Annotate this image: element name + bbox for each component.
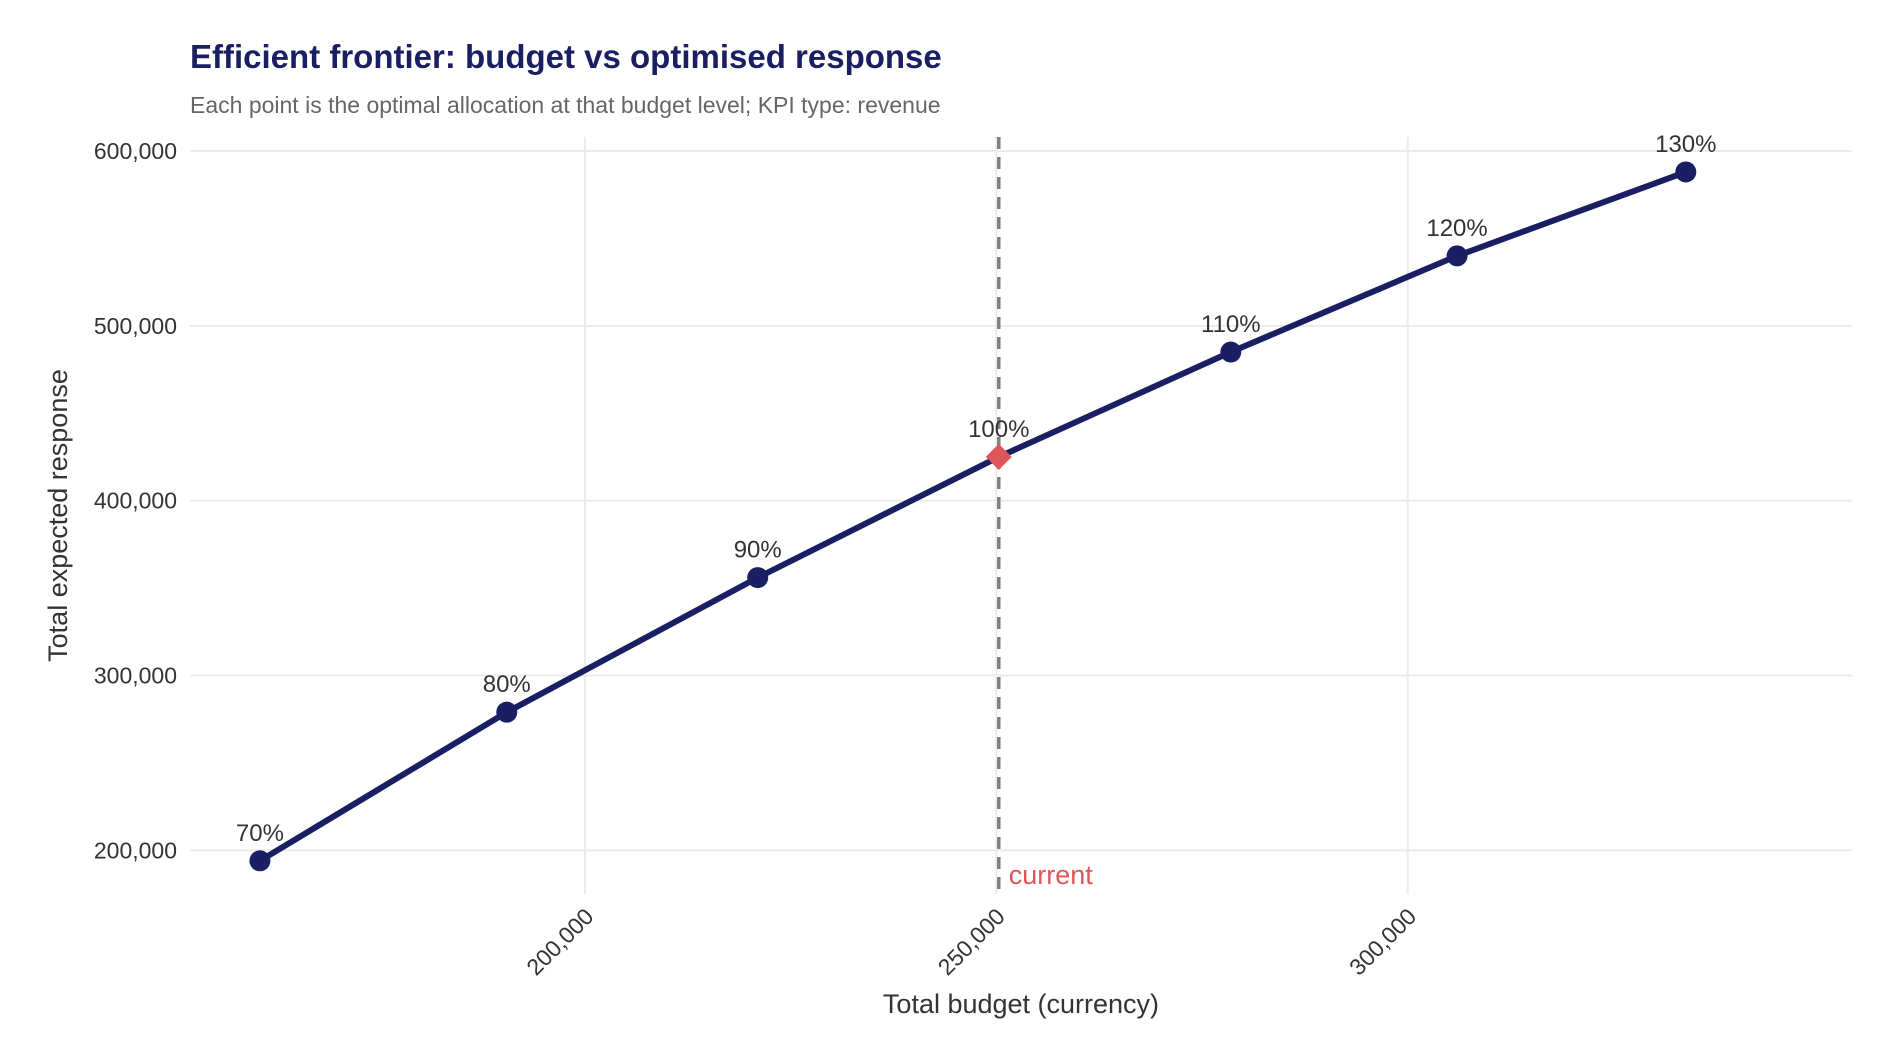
current-budget-point: [985, 443, 1012, 470]
y-tick-label: 300,000: [94, 662, 177, 688]
y-axis-title: Total expected response: [43, 369, 73, 662]
frontier-point: [747, 567, 769, 589]
frontier-point: [1220, 341, 1242, 363]
point-label: 80%: [483, 671, 531, 698]
frontier-point: [496, 701, 518, 723]
point-label: 90%: [734, 537, 782, 564]
x-axis-title: Total budget (currency): [883, 989, 1159, 1019]
y-tick-label: 500,000: [94, 313, 177, 339]
x-tick-label: 300,000: [1344, 903, 1421, 980]
frontier-point: [1446, 245, 1468, 267]
chart-title: Efficient frontier: budget vs optimised …: [190, 38, 942, 75]
y-tick-label: 600,000: [94, 138, 177, 164]
point-label: 130%: [1655, 131, 1716, 158]
point-label: 100%: [968, 416, 1029, 443]
x-tick-label: 200,000: [521, 903, 598, 980]
point-label: 110%: [1201, 311, 1261, 338]
frontier-point: [1675, 161, 1697, 183]
y-tick-label: 400,000: [94, 488, 177, 514]
point-label: 70%: [236, 820, 284, 847]
frontier-point: [249, 850, 271, 872]
point-label: 120%: [1426, 215, 1487, 242]
frontier-line: [256, 169, 1689, 864]
y-tick-label: 200,000: [94, 837, 177, 863]
x-tick-label: 250,000: [933, 903, 1010, 980]
reference-line-label: current: [1009, 860, 1094, 890]
chart-subtitle: Each point is the optimal allocation at …: [190, 92, 941, 118]
